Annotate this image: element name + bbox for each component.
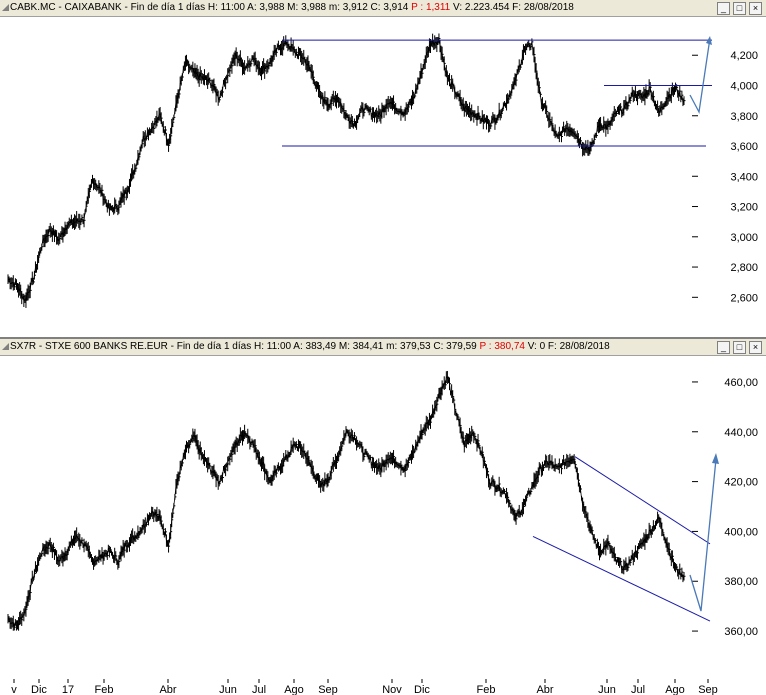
x-tick-label: Jul bbox=[252, 684, 266, 695]
maximize-icon[interactable]: □ bbox=[733, 2, 746, 15]
y-tick-label: 400,00 bbox=[724, 526, 758, 538]
y-tick-label: 2,600 bbox=[730, 292, 758, 304]
sx7r-price-chart: 360,00 380,00 400,00 420,00 440,00 460,00 v Dic… bbox=[7, 370, 758, 695]
projection-arrow bbox=[689, 37, 711, 115]
ticker-label: SX7R - STXE 600 BANKS RE.EUR - Fin de dí… bbox=[10, 341, 252, 352]
x-tick-label: Dic bbox=[31, 684, 47, 695]
x-tick-label: Feb bbox=[477, 684, 496, 695]
price-line bbox=[7, 37, 685, 302]
y-tick-label: 4,200 bbox=[730, 50, 758, 62]
y-tick-label: 3,200 bbox=[730, 202, 758, 214]
price-series bbox=[7, 370, 686, 631]
x-tick-label: Ago bbox=[665, 684, 685, 695]
y-tick-label: 3,800 bbox=[730, 111, 758, 123]
y-tick-label: 2,800 bbox=[730, 262, 758, 274]
close-icon[interactable]: × bbox=[749, 341, 762, 354]
chart-panel-caixabank[interactable]: CABK.MC - CAIXABANK - Fin de día 1 días … bbox=[0, 0, 766, 338]
y-tick-label: 3,400 bbox=[730, 171, 758, 183]
maximize-icon[interactable]: □ bbox=[733, 341, 746, 354]
ticker-label: CABK.MC - CAIXABANK - Fin de día 1 días bbox=[10, 2, 206, 13]
x-tick-label: Jun bbox=[598, 684, 616, 695]
chart-header-text: CABK.MC - CAIXABANK - Fin de día 1 días … bbox=[10, 2, 574, 13]
arrow-head-icon bbox=[712, 453, 719, 464]
chart-header: SX7R - STXE 600 BANKS RE.EUR - Fin de dí… bbox=[0, 339, 766, 356]
arrow-head-icon bbox=[706, 36, 712, 45]
y-tick-label: 360,00 bbox=[724, 626, 758, 638]
projection-arrow bbox=[689, 458, 717, 612]
chart-header: CABK.MC - CAIXABANK - Fin de día 1 días … bbox=[0, 0, 766, 17]
price-line bbox=[7, 376, 685, 628]
x-tick-label: Sep bbox=[318, 684, 338, 695]
y-tick-label: 380,00 bbox=[724, 576, 758, 588]
x-tick-label: Nov bbox=[382, 684, 402, 695]
y-tick-label: 4,000 bbox=[730, 80, 758, 92]
chart-header-text: SX7R - STXE 600 BANKS RE.EUR - Fin de dí… bbox=[10, 341, 610, 352]
volume-date: V: 0 F: 28/08/2018 bbox=[527, 341, 610, 352]
p-value: P : 380,74 bbox=[479, 341, 525, 352]
y-tick-label: 3,000 bbox=[730, 232, 758, 244]
x-tick-label: Abr bbox=[159, 684, 176, 695]
ohlc-stats: H: 11:00 A: 3,988 M: 3,988 m: 3,912 C: 3… bbox=[207, 2, 409, 13]
close-icon[interactable]: × bbox=[749, 2, 762, 15]
channel-top-line bbox=[574, 456, 711, 545]
price-series bbox=[7, 33, 686, 308]
channel-bottom-line bbox=[532, 535, 711, 622]
x-tick-label: Abr bbox=[536, 684, 553, 695]
corner-icon bbox=[2, 4, 9, 11]
volume-date: V: 2.223.454 F: 28/08/2018 bbox=[453, 2, 574, 13]
minimize-icon[interactable]: _ bbox=[717, 341, 730, 354]
x-tick-label: Jul bbox=[631, 684, 645, 695]
x-tick-label: v bbox=[11, 684, 17, 695]
panel-divider[interactable] bbox=[0, 337, 766, 339]
x-tick-label: Sep bbox=[698, 684, 718, 695]
p-value: P : 1,311 bbox=[411, 2, 451, 13]
corner-icon bbox=[2, 343, 9, 350]
x-tick-label: Dic bbox=[414, 684, 430, 695]
chart-panel-sx7r[interactable]: SX7R - STXE 600 BANKS RE.EUR - Fin de dí… bbox=[0, 339, 766, 695]
minimize-icon[interactable]: _ bbox=[717, 2, 730, 15]
caixabank-price-chart: 2,600 2,800 3,000 3,200 3,400 3,600 3,800 4,000… bbox=[7, 33, 758, 308]
x-tick-label: Feb bbox=[95, 684, 114, 695]
y-tick-label: 440,00 bbox=[724, 427, 758, 439]
y-tick-label: 460,00 bbox=[724, 377, 758, 389]
x-tick-label: Ago bbox=[284, 684, 304, 695]
ohlc-stats: H: 11:00 A: 383,49 M: 384,41 m: 379,53 C… bbox=[254, 341, 477, 352]
x-tick-label: 17 bbox=[62, 684, 74, 695]
y-tick-label: 3,600 bbox=[730, 141, 758, 153]
y-tick-label: 420,00 bbox=[724, 477, 758, 489]
x-tick-label: Jun bbox=[219, 684, 237, 695]
